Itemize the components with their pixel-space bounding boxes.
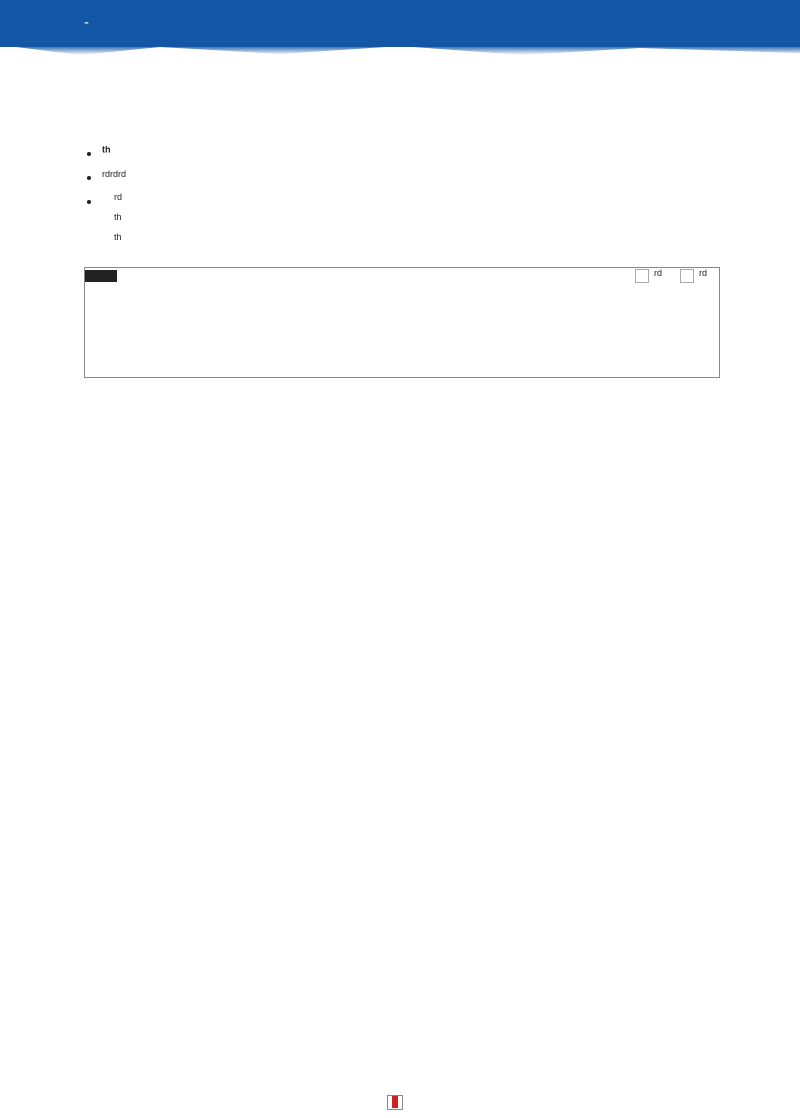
legend-major: rd — [635, 268, 662, 284]
sub-item: th — [114, 231, 720, 251]
header-title: - — [84, 14, 800, 31]
footer — [0, 1095, 800, 1110]
scale-header: rd rd — [85, 268, 719, 284]
list-item: th — [102, 143, 720, 165]
sub-list: rd th th — [114, 191, 720, 250]
legend-minor: rd — [680, 268, 707, 284]
sub-item: th — [114, 211, 720, 231]
footer-logo — [387, 1095, 403, 1110]
scale-fretboard — [85, 284, 715, 372]
scale-diagram: rd rd — [84, 267, 720, 378]
list-item: rd th th — [102, 191, 720, 250]
list-item: rdrdrd — [102, 167, 720, 189]
content-area: th rdrdrd rd th th rd — [0, 47, 800, 378]
scale-legend: rd rd — [635, 268, 719, 284]
sub-item: rd — [114, 191, 720, 211]
scale-chord-name — [85, 270, 117, 282]
properties-list: th rdrdrd rd th th — [102, 143, 720, 251]
page-header: - — [0, 0, 800, 47]
